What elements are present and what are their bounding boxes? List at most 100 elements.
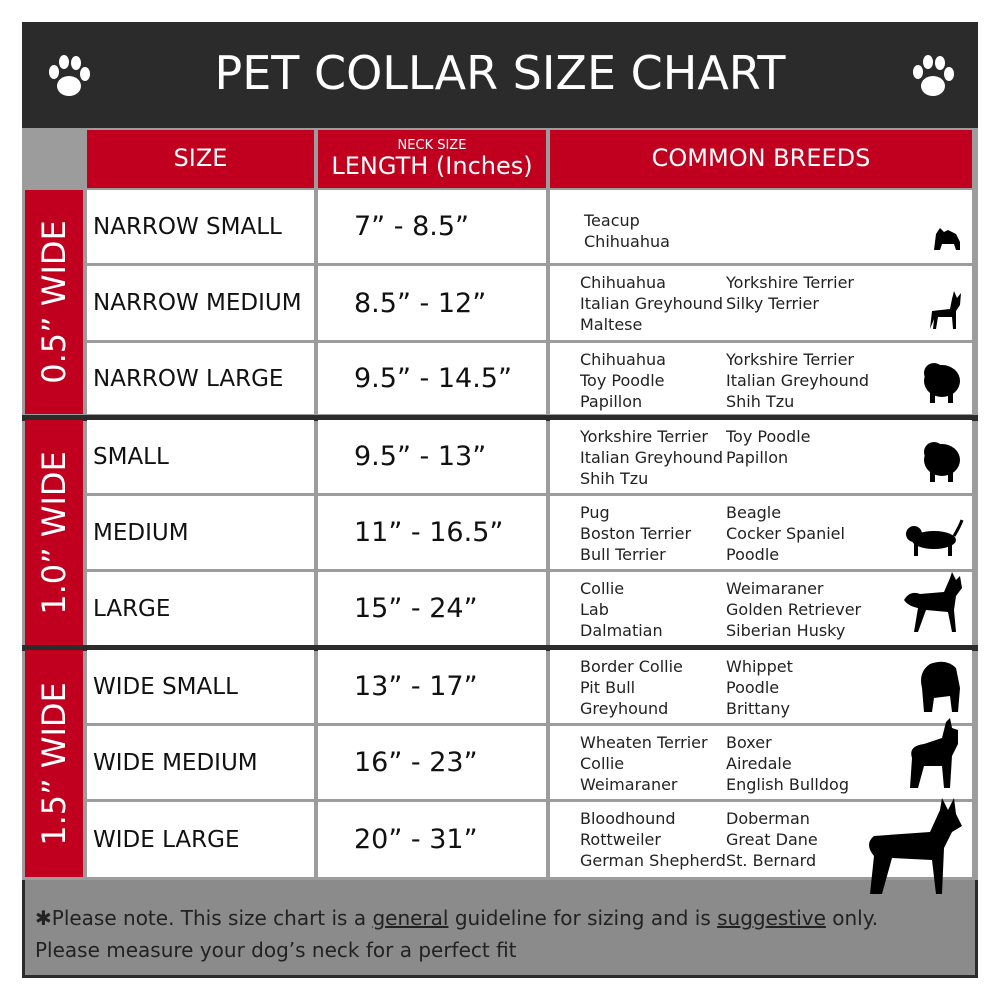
- chart-header: PET COLLAR SIZE CHART: [22, 22, 978, 128]
- breed-column: Pug Boston Terrier Bull Terrier: [580, 502, 691, 565]
- breed-name: Weimaraner: [726, 579, 824, 598]
- neck-length: 11” - 16.5”: [354, 517, 504, 548]
- size-table: SIZE NECK SIZE LENGTH (Inches) COMMON BRE…: [22, 128, 978, 894]
- breed-column: Yorkshire Terrier Italian Greyhound Shih T…: [726, 349, 869, 412]
- breed-column: Bloodhound Rottweiler German Shepherd: [580, 808, 726, 871]
- breed-name: Collie: [580, 579, 625, 598]
- size-cell: MEDIUM: [87, 496, 314, 569]
- breed-name: German Shepherd: [580, 851, 726, 870]
- shepherd-silhouette-icon: [900, 570, 964, 641]
- breeds-cell: Yorkshire Terrier Italian Greyhound Shih T…: [550, 420, 972, 493]
- breed-name: Yorkshire Terrier: [726, 273, 854, 292]
- size-cell: WIDE LARGE: [87, 802, 314, 877]
- breed-name: Collie: [580, 754, 625, 773]
- breed-name: Chihuahua: [584, 232, 670, 251]
- size-cell: WIDE SMALL: [87, 650, 314, 723]
- breed-name: Siberian Husky: [726, 621, 846, 640]
- breed-column: Teacup Chihuahua: [584, 210, 670, 252]
- header-neck-size-label: NECK SIZE: [397, 137, 467, 153]
- size-cell: NARROW SMALL: [87, 190, 314, 263]
- breed-name: St. Bernard: [726, 851, 817, 870]
- length-cell: 8.5” - 12”: [318, 266, 546, 340]
- neck-length: 13” - 17”: [354, 671, 478, 702]
- width-group-label: 0.5” WIDE: [25, 190, 83, 414]
- neck-length: 7” - 8.5”: [354, 211, 470, 242]
- doberman-silhouette-icon: [860, 796, 964, 901]
- breed-name: Poodle: [726, 678, 780, 697]
- neck-length: 20” - 31”: [354, 824, 478, 855]
- pomeranian-silhouette-icon: [922, 359, 964, 410]
- breeds-cell: Chihuahua Italian Greyhound Maltese Yorkshi…: [550, 266, 972, 340]
- breed-name: Cocker Spaniel: [726, 524, 845, 543]
- breed-name: Doberman: [726, 809, 810, 828]
- breed-name: Italian Greyhound: [580, 294, 724, 313]
- breed-name: Bloodhound: [580, 809, 676, 828]
- header-size: SIZE: [87, 130, 314, 188]
- breed-name: Chihuahua: [580, 273, 666, 292]
- length-cell: 7” - 8.5”: [318, 190, 546, 263]
- breed-name: Golden Retriever: [726, 600, 862, 619]
- size-chart: PET COLLAR SIZE CHART SIZE NECK SIZE LENG…: [22, 22, 978, 978]
- footer-text: ✱Please note. This size chart is a: [35, 906, 373, 930]
- header-breeds-label: COMMON BREEDS: [651, 144, 871, 173]
- breed-name: Pug: [580, 503, 610, 522]
- breed-name: Greyhound: [580, 699, 669, 718]
- size-name: LARGE: [93, 595, 171, 622]
- breed-name: Dalmatian: [580, 621, 663, 640]
- length-cell: 15” - 24”: [318, 572, 546, 645]
- breed-name: Brittany: [726, 699, 790, 718]
- size-name: NARROW SMALL: [93, 213, 282, 240]
- paw-icon: [913, 55, 954, 96]
- breed-name: Toy Poodle: [580, 371, 665, 390]
- breed-column: Chihuahua Italian Greyhound Maltese: [580, 272, 723, 335]
- breeds-cell: Border Collie Pit Bull Greyhound Whippet Poo…: [550, 650, 972, 723]
- length-cell: 16” - 23”: [318, 726, 546, 799]
- width-group-text: 1.0” WIDE: [35, 450, 74, 615]
- breed-name: Papillon: [726, 448, 789, 467]
- footer-note: ✱Please note. This size chart is a gener…: [25, 880, 975, 975]
- width-group-text: 1.5” WIDE: [35, 681, 74, 846]
- breed-name: Weimaraner: [580, 775, 678, 794]
- breed-name: Maltese: [580, 315, 643, 334]
- breed-name: Italian Greyhound: [726, 371, 870, 390]
- header-length: NECK SIZE LENGTH (Inches): [318, 130, 546, 188]
- breed-name: Lab: [580, 600, 609, 619]
- width-group-label: 1.5” WIDE: [25, 650, 83, 877]
- size-cell: LARGE: [87, 572, 314, 645]
- breed-name: Whippet: [726, 657, 793, 676]
- size-name: WIDE SMALL: [93, 673, 238, 700]
- breeds-cell: Wheaten Terrier Collie Weimaraner Boxer Aire…: [550, 718, 972, 799]
- breed-name: Silky Terrier: [726, 294, 819, 313]
- breeds-cell: Collie Lab Dalmatian Weimaraner Golden Retri…: [550, 572, 972, 645]
- breed-name: Great Dane: [726, 830, 818, 849]
- neck-length: 8.5” - 12”: [354, 287, 487, 319]
- breed-column: Border Collie Pit Bull Greyhound: [580, 656, 683, 719]
- paw-icon: [49, 55, 90, 96]
- header-breeds: COMMON BREEDS: [550, 130, 972, 188]
- header-length-label: LENGTH (Inches): [331, 152, 533, 181]
- pomeranian-silhouette-icon: [922, 438, 964, 489]
- breed-name: English Bulldog: [726, 775, 849, 794]
- breed-column: Beagle Cocker Spaniel Poodle: [726, 502, 845, 565]
- chart-title: PET COLLAR SIZE CHART: [214, 46, 786, 100]
- width-group-label: 1.0” WIDE: [25, 420, 83, 645]
- length-cell: 20” - 31”: [318, 802, 546, 877]
- breed-name: Wheaten Terrier: [580, 733, 708, 752]
- size-cell: WIDE MEDIUM: [87, 726, 314, 799]
- breed-name: Rottweiler: [580, 830, 661, 849]
- breed-name: Yorkshire Terrier: [726, 350, 854, 369]
- length-cell: 11” - 16.5”: [318, 496, 546, 569]
- size-name: SMALL: [93, 443, 169, 470]
- breed-column: Yorkshire Terrier Silky Terrier: [726, 272, 854, 314]
- breed-column: Chihuahua Toy Poodle Papillon: [580, 349, 666, 412]
- dachshund-silhouette-icon: [904, 516, 964, 565]
- breed-name: Papillon: [580, 392, 643, 411]
- size-name: MEDIUM: [93, 519, 189, 546]
- breed-column: Weimaraner Golden Retriever Siberian Husky: [726, 578, 861, 641]
- neck-length: 9.5” - 14.5”: [354, 363, 512, 394]
- breed-column: Boxer Airedale English Bulldog: [726, 732, 849, 795]
- footer-text: guideline for sizing and is: [448, 906, 718, 930]
- size-name: WIDE MEDIUM: [93, 749, 258, 776]
- breeds-cell: Teacup Chihuahua: [550, 190, 972, 263]
- breed-name: Shih Tzu: [726, 392, 795, 411]
